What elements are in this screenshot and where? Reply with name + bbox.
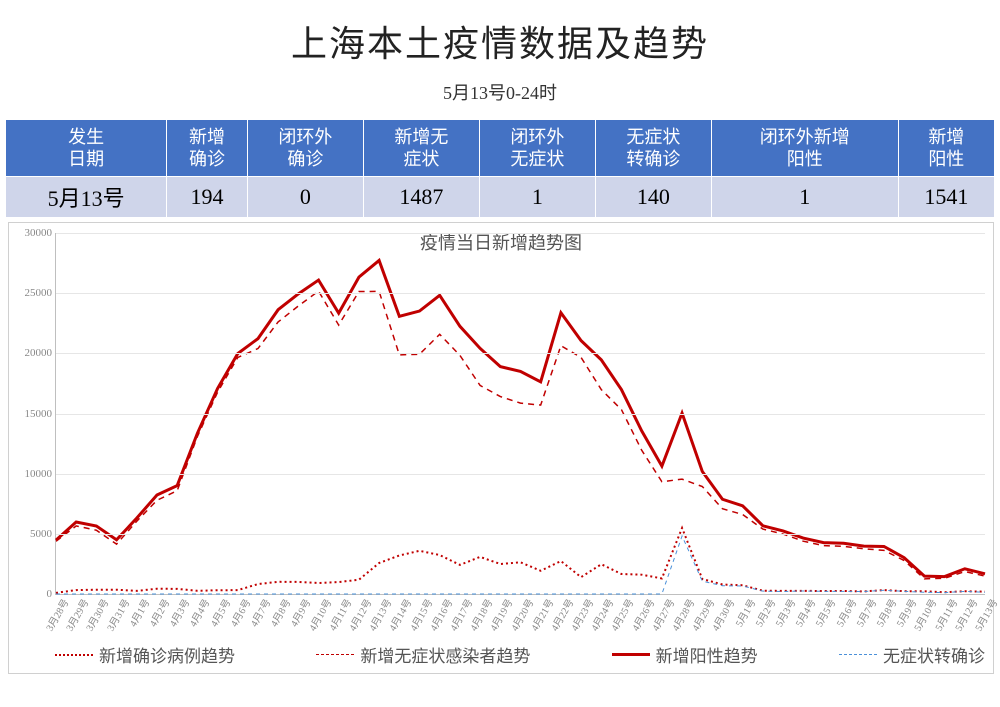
legend-swatch	[316, 654, 354, 655]
y-axis-label: 5000	[30, 528, 56, 540]
chart-legend: 新增确诊病例趋势 新增无症状感染者趋势 新增阳性趋势 无症状转确诊	[55, 642, 985, 667]
gridline	[56, 474, 985, 475]
legend-item: 新增阳性趋势	[612, 642, 758, 667]
legend-swatch	[55, 654, 93, 656]
table-header-row: 发生日期新增确诊闭环外确诊新增无症状闭环外无症状无症状转确诊闭环外新增阳性新增阳…	[6, 120, 995, 177]
y-axis-label: 10000	[25, 468, 57, 480]
table-header-cell: 新增确诊	[167, 120, 248, 177]
legend-label: 无症状转确诊	[883, 642, 985, 667]
table-cell: 5月13号	[6, 177, 167, 218]
table-cell: 140	[595, 177, 711, 218]
plot-area: 0500010000150002000025000300003月28号3月29号…	[55, 233, 985, 595]
y-axis-label: 20000	[25, 347, 57, 359]
y-axis-label: 15000	[25, 408, 57, 420]
y-axis-label: 30000	[25, 227, 57, 239]
legend-label: 新增阳性趋势	[656, 642, 758, 667]
table-header-cell: 无症状转确诊	[595, 120, 711, 177]
table-header-cell: 发生日期	[6, 120, 167, 177]
table-cell: 194	[167, 177, 248, 218]
table-header-cell: 新增无症状	[363, 120, 479, 177]
page-subtitle: 5月13号0-24时	[0, 67, 1000, 119]
legend-item: 新增无症状感染者趋势	[316, 642, 530, 667]
series-line	[56, 528, 985, 593]
series-line	[56, 260, 985, 576]
legend-item: 无症状转确诊	[839, 642, 985, 667]
legend-item: 新增确诊病例趋势	[55, 642, 235, 667]
table-row: 5月13号19401487114011541	[6, 177, 995, 218]
gridline	[56, 414, 985, 415]
table-cell: 0	[247, 177, 363, 218]
table-header-cell: 闭环外确诊	[247, 120, 363, 177]
gridline	[56, 293, 985, 294]
gridline	[56, 233, 985, 234]
legend-swatch	[839, 654, 877, 655]
trend-chart: 疫情当日新增趋势图 050001000015000200002500030000…	[8, 222, 994, 674]
table-header-cell: 新增阳性	[898, 120, 994, 177]
legend-label: 新增无症状感染者趋势	[360, 642, 530, 667]
page-title: 上海本土疫情数据及趋势	[0, 0, 1000, 67]
y-axis-label: 25000	[25, 287, 57, 299]
gridline	[56, 534, 985, 535]
legend-label: 新增确诊病例趋势	[99, 642, 235, 667]
table-cell: 1487	[363, 177, 479, 218]
table-cell: 1	[711, 177, 898, 218]
table-cell: 1	[479, 177, 595, 218]
table-header-cell: 闭环外无症状	[479, 120, 595, 177]
table-header-cell: 闭环外新增阳性	[711, 120, 898, 177]
table-cell: 1541	[898, 177, 994, 218]
legend-swatch	[612, 653, 650, 656]
gridline	[56, 353, 985, 354]
summary-table: 发生日期新增确诊闭环外确诊新增无症状闭环外无症状无症状转确诊闭环外新增阳性新增阳…	[5, 119, 995, 218]
